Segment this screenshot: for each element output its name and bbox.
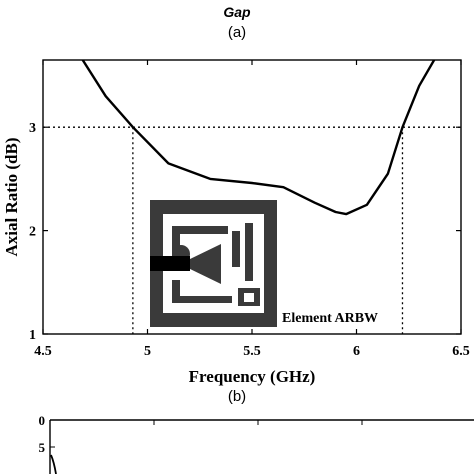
y-ticks: 1 2 3: [29, 121, 461, 343]
antenna-element-inset: [150, 200, 277, 327]
second-chart-ytick-0: 0: [39, 413, 46, 428]
second-chart-series: [50, 454, 57, 474]
inset-patch-hole: [244, 293, 254, 302]
x-tick-label: 6: [353, 344, 360, 359]
caption-a: (a): [227, 24, 247, 41]
inset-arm-outer: [245, 223, 253, 281]
y-axis-label: Axial Ratio (dB): [2, 138, 21, 257]
inset-label: Element ARBW: [282, 311, 378, 326]
inset-taper: [188, 244, 221, 284]
y-tick-label: 2: [29, 225, 36, 240]
inset-arm-top: [172, 226, 228, 256]
x-axis-label: Frequency (GHz): [189, 367, 316, 386]
series-line-0: [81, 60, 436, 216]
inset-arm-right: [232, 231, 240, 267]
second-chart-ytick-5: 5: [39, 440, 46, 455]
inset-arm-bottom: [172, 280, 232, 303]
x-tick-label: 6.5: [452, 344, 470, 359]
x-tick-label: 5.5: [243, 344, 261, 359]
top-label: Gap: [223, 4, 251, 20]
inset-feed: [150, 256, 190, 271]
x-tick-label: 5: [144, 344, 151, 359]
y-tick-label: 3: [29, 121, 36, 136]
x-tick-label: 4.5: [34, 344, 52, 359]
x-ticks: 4.5 5 5.5 6 6.5: [34, 60, 470, 359]
y-tick-label: 1: [29, 328, 36, 343]
caption-b: (b): [227, 388, 247, 405]
second-chart: 0 5: [39, 413, 474, 474]
series-group: [81, 60, 436, 216]
